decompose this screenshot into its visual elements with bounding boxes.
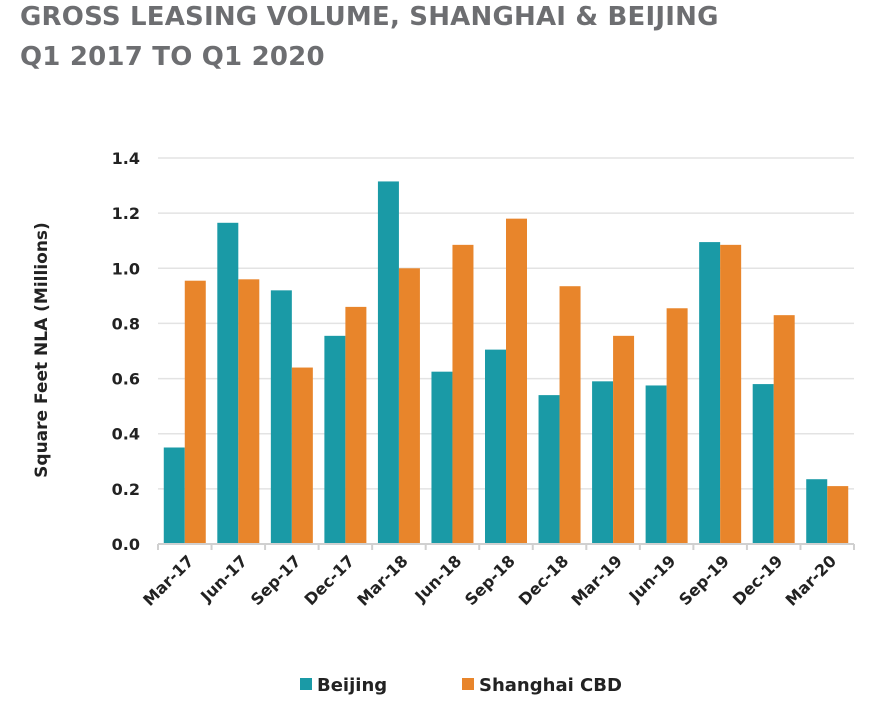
y-tick-label: 1.4: [112, 149, 140, 168]
bar-beijing-sep-17: [270, 290, 292, 544]
bar-shanghai-cbd-sep-19: [720, 244, 742, 544]
chart-subtitle: Q1 2017 TO Q1 2020: [20, 42, 325, 72]
x-tick-label: Dec-17: [301, 551, 359, 609]
bar-shanghai-cbd-mar-18: [398, 268, 420, 544]
y-tick-label: 0.6: [112, 370, 140, 389]
x-tick-label: Sep-18: [461, 551, 519, 609]
bar-shanghai-cbd-dec-18: [559, 286, 581, 544]
bar-beijing-mar-17: [163, 447, 185, 544]
bar-beijing-dec-19: [752, 384, 774, 544]
chart-title: GROSS LEASING VOLUME, SHANGHAI & BEIJING: [20, 2, 719, 32]
bar-shanghai-cbd-jun-17: [238, 279, 260, 544]
x-tick-label: Jun-19: [625, 551, 680, 606]
y-axis-ticks: 0.0 0.2 0.4 0.6 0.8 1.0 1.2 1.4: [112, 149, 140, 554]
bar-shanghai-cbd-sep-17: [291, 367, 313, 544]
legend-label: Beijing: [317, 675, 387, 696]
y-axis-label: Square Feet NLA (Millions): [32, 222, 52, 478]
legend: Beijing Shanghai CBD: [300, 675, 622, 696]
x-tick-label: Jun-17: [196, 551, 251, 606]
y-tick-label: 0.0: [112, 535, 140, 554]
x-tick-label: Dec-18: [515, 551, 573, 609]
x-tick-label: Jun-18: [410, 551, 465, 606]
x-tick-label: Mar-19: [568, 551, 626, 609]
legend-swatch: [462, 678, 474, 690]
bar-beijing-jun-19: [645, 385, 667, 544]
bar-shanghai-cbd-dec-17: [345, 306, 367, 544]
bar-beijing-jun-18: [431, 371, 453, 544]
bar-beijing-mar-18: [377, 181, 399, 544]
x-tick-label: Mar-20: [782, 551, 840, 609]
bar-beijing-mar-20: [806, 479, 828, 544]
legend-label: Shanghai CBD: [479, 675, 622, 696]
bar-shanghai-cbd-dec-19: [773, 315, 795, 544]
legend-swatch: [300, 678, 312, 690]
bar-shanghai-cbd-jun-18: [452, 244, 474, 544]
y-tick-label: 0.4: [112, 425, 140, 444]
bar-shanghai-cbd-mar-19: [613, 335, 635, 544]
x-tick-label: Dec-19: [729, 551, 787, 609]
x-tick-label: Mar-18: [353, 551, 411, 609]
bar-shanghai-cbd-jun-19: [666, 308, 688, 544]
bar-beijing-dec-18: [538, 395, 560, 544]
bar-beijing-mar-19: [592, 381, 614, 544]
x-tick-label: Mar-17: [139, 551, 197, 609]
bar-shanghai-cbd-mar-17: [184, 280, 206, 544]
bar-shanghai-cbd-mar-20: [827, 486, 849, 544]
bar-beijing-sep-19: [699, 242, 721, 545]
bar-beijing-sep-18: [485, 349, 506, 544]
x-tick-label: Sep-19: [675, 551, 733, 609]
bar-beijing-dec-17: [324, 335, 346, 544]
bars: [163, 181, 849, 545]
y-tick-label: 1.0: [112, 259, 140, 278]
y-tick-label: 0.2: [112, 480, 140, 499]
y-tick-label: 1.2: [112, 204, 140, 223]
bar-shanghai-cbd-sep-18: [506, 218, 527, 544]
x-axis: [157, 543, 855, 550]
x-tick-label: Sep-17: [247, 551, 305, 609]
y-tick-label: 0.8: [112, 314, 140, 333]
bar-beijing-jun-17: [217, 222, 239, 545]
